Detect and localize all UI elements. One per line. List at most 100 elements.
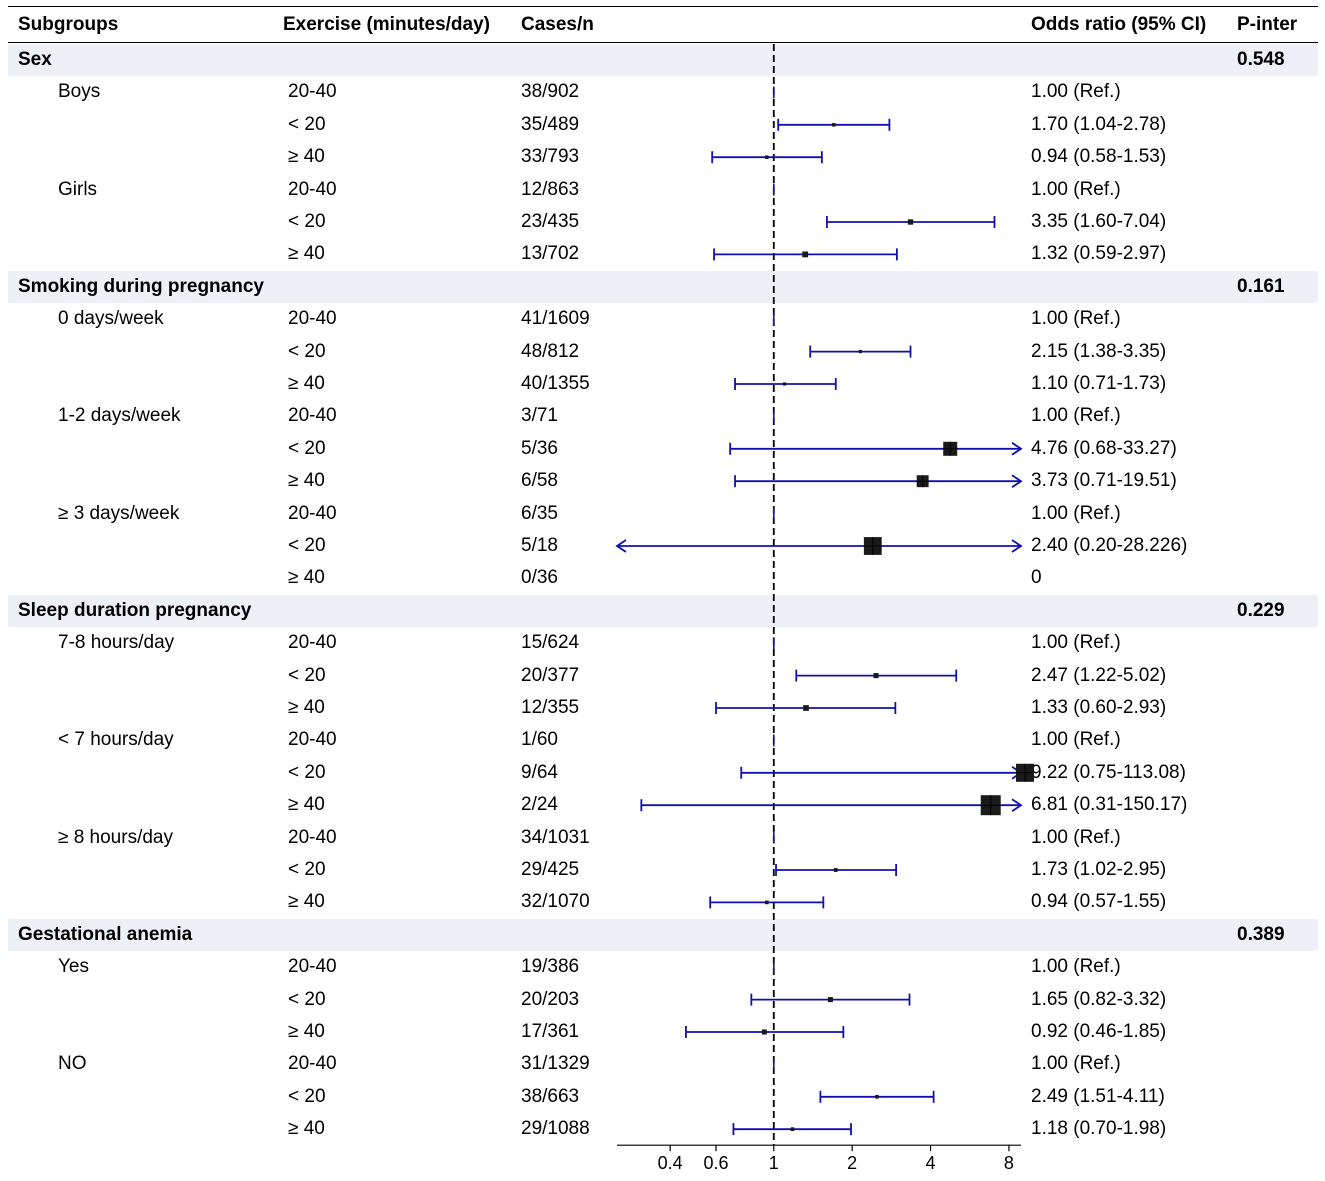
- cases-count: 5/36: [521, 437, 558, 459]
- cases-count: 31/1329: [521, 1053, 590, 1075]
- exercise-level: ≥ 40: [288, 470, 325, 492]
- cases-count: 29/425: [521, 859, 580, 880]
- cases-count: 17/361: [521, 1021, 580, 1042]
- odds-ratio-text: 0.94 (0.57-1.55): [1031, 891, 1167, 913]
- odds-ratio-text: 1.00 (Ref.): [1031, 729, 1121, 751]
- subgroup-label: ≥ 3 days/week: [58, 502, 180, 524]
- point-estimate: [858, 350, 862, 354]
- odds-ratio-text: 2.47 (1.22-5.02): [1031, 664, 1167, 686]
- exercise-level: ≥ 40: [288, 243, 325, 265]
- cases-count: 5/18: [521, 535, 558, 556]
- odds-ratio-text: 2.40 (0.20-28.226): [1031, 535, 1188, 556]
- odds-ratio-text: 1.00 (Ref.): [1031, 405, 1121, 427]
- exercise-level: 20-40: [288, 405, 337, 427]
- exercise-level: 20-40: [288, 826, 337, 848]
- x-axis-tick-label: 0.4: [658, 1153, 683, 1173]
- subgroup-label: Girls: [58, 178, 98, 200]
- point-estimate: [907, 219, 914, 225]
- point-estimate: [790, 1127, 795, 1132]
- point-estimate: [875, 1094, 879, 1099]
- x-axis-tick-label: 1: [769, 1153, 779, 1173]
- exercise-level: ≥ 40: [288, 794, 325, 816]
- exercise-level: ≥ 40: [288, 1021, 325, 1042]
- cases-count: 32/1070: [521, 891, 590, 913]
- odds-ratio-text: 0.92 (0.46-1.85): [1031, 1021, 1167, 1042]
- cases-count: 40/1355: [521, 373, 590, 394]
- subgroup-label: NO: [58, 1053, 87, 1075]
- cases-count: 34/1031: [521, 826, 590, 848]
- odds-ratio-text: 2.49 (1.51-4.11): [1031, 1085, 1165, 1107]
- header-cases: Cases/n: [521, 14, 594, 35]
- exercise-level: ≥ 40: [288, 697, 325, 718]
- cases-count: 13/702: [521, 243, 580, 265]
- exercise-level: < 20: [288, 211, 326, 232]
- header-odds-ratio: Odds ratio (95% CI): [1031, 14, 1207, 35]
- odds-ratio-text: 2.15 (1.38-3.35): [1031, 340, 1167, 362]
- odds-ratio-text: 1.32 (0.59-2.97): [1031, 243, 1167, 265]
- point-estimate: [803, 705, 809, 711]
- odds-ratio-text: 0.94 (0.58-1.53): [1031, 146, 1167, 168]
- exercise-level: 20-40: [288, 729, 337, 751]
- exercise-level: 20-40: [288, 502, 337, 524]
- odds-ratio-text: 1.00 (Ref.): [1031, 178, 1121, 200]
- group-band: [8, 594, 1318, 627]
- subgroup-label: < 7 hours/day: [58, 729, 174, 751]
- top-rule: [8, 6, 1318, 7]
- exercise-level: ≥ 40: [288, 1118, 325, 1140]
- exercise-level: 20-40: [288, 81, 337, 103]
- ci-arrow-right: [1011, 539, 1023, 553]
- group-label: Smoking during pregnancy: [18, 275, 264, 297]
- point-estimate: [833, 868, 838, 872]
- odds-ratio-text: 1.00 (Ref.): [1031, 1053, 1121, 1075]
- odds-ratio-text: 1.33 (0.60-2.93): [1031, 697, 1167, 718]
- ci-arrow-right: [1011, 474, 1023, 488]
- header-p-inter: P-inter: [1237, 14, 1298, 35]
- cases-count: 41/1609: [521, 308, 590, 330]
- cases-count: 20/377: [521, 664, 580, 686]
- point-estimate: [873, 673, 879, 679]
- cases-count: 2/24: [521, 794, 558, 816]
- odds-ratio-text: 1.65 (0.82-3.32): [1031, 988, 1167, 1010]
- exercise-level: 20-40: [288, 956, 337, 978]
- cases-count: 15/624: [521, 632, 580, 654]
- cases-count: 0/36: [521, 567, 558, 589]
- cases-count: 38/663: [521, 1085, 580, 1107]
- odds-ratio-text: 1.18 (0.70-1.98): [1031, 1118, 1167, 1140]
- exercise-level: < 20: [288, 340, 326, 362]
- odds-ratio-text: 1.70 (1.04-2.78): [1031, 113, 1167, 135]
- p-interaction-value: 0.548: [1237, 49, 1285, 70]
- odds-ratio-text: 4.76 (0.68-33.27): [1031, 437, 1177, 459]
- cases-count: 6/35: [521, 502, 558, 524]
- cases-count: 6/58: [521, 470, 558, 492]
- cases-count: 35/489: [521, 113, 580, 135]
- subgroup-label: ≥ 8 hours/day: [58, 826, 173, 848]
- group-band: [8, 270, 1318, 303]
- odds-ratio-text: 0: [1031, 567, 1042, 589]
- x-axis-tick-label: 2: [847, 1153, 857, 1173]
- point-estimate: [802, 251, 809, 258]
- exercise-level: ≥ 40: [288, 373, 325, 394]
- cases-count: 12/863: [521, 178, 580, 200]
- subgroup-label: Yes: [58, 956, 89, 978]
- header-exercise: Exercise (minutes/day): [283, 14, 490, 35]
- point-estimate: [765, 155, 769, 159]
- cases-count: 23/435: [521, 211, 580, 232]
- p-interaction-value: 0.229: [1237, 599, 1285, 621]
- group-band: [8, 918, 1318, 951]
- exercise-level: < 20: [288, 113, 326, 135]
- exercise-level: ≥ 40: [288, 146, 325, 168]
- exercise-level: 20-40: [288, 308, 337, 330]
- exercise-level: < 20: [288, 437, 326, 459]
- point-estimate: [827, 997, 833, 1003]
- point-estimate: [782, 382, 787, 386]
- odds-ratio-text: 3.35 (1.60-7.04): [1031, 211, 1167, 232]
- cases-count: 3/71: [521, 405, 558, 427]
- header-rule: [8, 42, 1318, 43]
- exercise-level: ≥ 40: [288, 891, 325, 913]
- odds-ratio-text: 1.10 (0.71-1.73): [1031, 373, 1167, 394]
- cases-count: 9/64: [521, 761, 558, 783]
- odds-ratio-text: 1.00 (Ref.): [1031, 956, 1121, 978]
- exercise-level: < 20: [288, 988, 326, 1010]
